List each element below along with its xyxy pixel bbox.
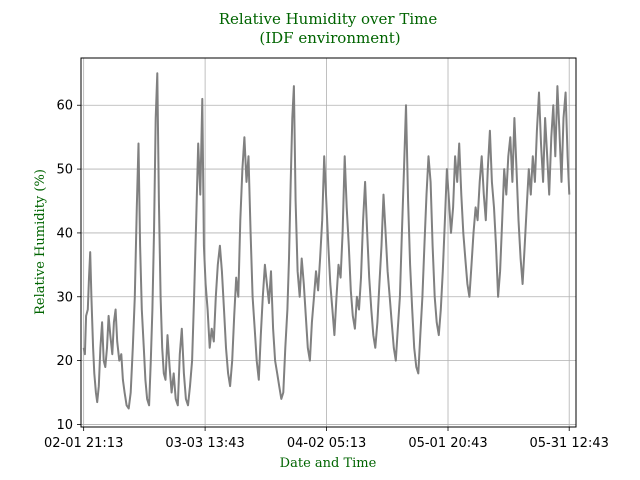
series-group: [82, 72, 571, 410]
tick-group: 02-01 21:13 03-03 13:43 04-02 05:13 05-01 2…: [44, 99, 609, 451]
x-tick-label: 02-01 21:13: [44, 436, 123, 451]
y-axis-label: Relative Humidity (%): [33, 169, 48, 315]
y-tick-label: 50: [56, 163, 73, 178]
y-tick-label: 30: [56, 290, 73, 305]
x-tick-label: 04-02 05:13: [287, 436, 366, 451]
x-axis-label: Date and Time: [280, 456, 377, 471]
plot-area-frame: [80, 57, 577, 428]
y-tick-label: 10: [56, 418, 73, 433]
y-tick-label: 60: [56, 99, 73, 114]
y-tick-label: 40: [56, 226, 73, 241]
y-tick-label: 20: [56, 354, 73, 369]
x-tick-label: 05-01 20:43: [408, 436, 487, 451]
x-tick-label: 03-03 13:43: [165, 436, 244, 451]
x-tick-label: 05-31 12:43: [530, 436, 609, 451]
series-line-relative-humidity: [82, 72, 571, 410]
chart-title: Relative Humidity over Time: [219, 10, 438, 28]
chart-subtitle: (IDF environment): [259, 29, 400, 47]
